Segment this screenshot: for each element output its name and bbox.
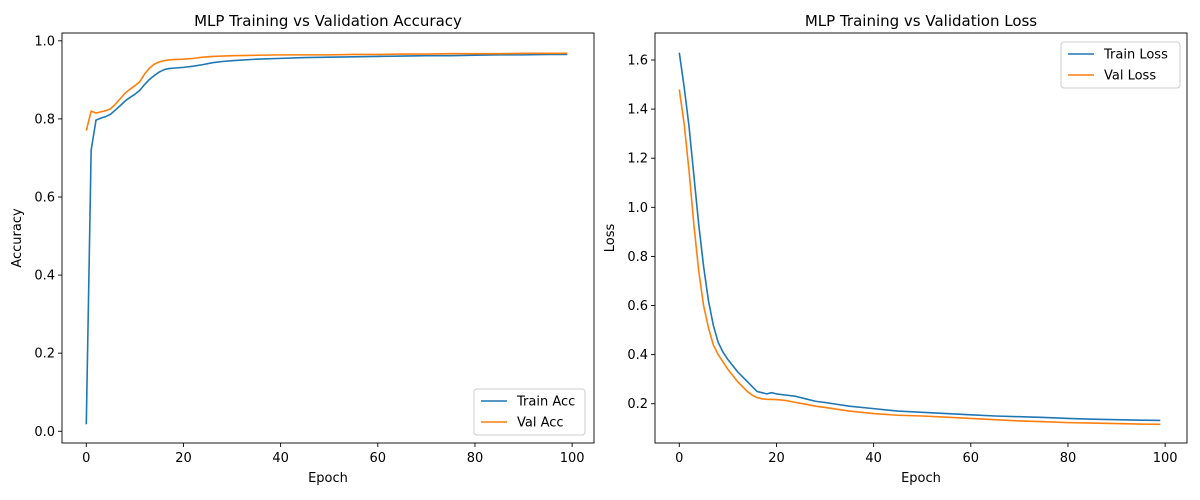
- axes-frame: [654, 32, 1188, 444]
- legend-entry: Val Acc: [517, 416, 564, 431]
- x-tick-label: 20: [768, 451, 785, 466]
- x-tick-label: 20: [175, 451, 192, 466]
- legend-entry: Val Loss: [1104, 69, 1156, 84]
- chart-panel-0: MLP Training vs Validation Accuracy 0 20 40…: [10, 12, 595, 486]
- series-line-val: [85, 52, 568, 131]
- x-tick-label: 60: [370, 451, 387, 466]
- y-tick-label: 1.2: [627, 152, 648, 167]
- x-tick-label: 40: [865, 451, 882, 466]
- y-tick-label: 1.6: [627, 54, 648, 69]
- y-tick-label: 0.4: [34, 269, 55, 284]
- y-tick-label: 1.0: [627, 201, 648, 216]
- legend: Train Acc Val Acc: [473, 388, 586, 436]
- y-tick-label: 0.2: [34, 347, 55, 362]
- series-line-train: [85, 53, 568, 425]
- series-line-train: [678, 52, 1161, 422]
- y-tick-label: 1.0: [34, 34, 55, 49]
- x-axis-label: Epoch: [901, 471, 941, 486]
- x-axis-label: Epoch: [308, 471, 348, 486]
- x-tick-label: 0: [675, 451, 683, 466]
- y-tick-label: 1.4: [627, 103, 648, 118]
- y-axis-label: Accuracy: [10, 208, 25, 268]
- axes-frame: [61, 32, 595, 444]
- y-tick-label: 0.0: [34, 425, 55, 440]
- y-tick-label: 0.6: [34, 191, 55, 206]
- x-tick-label: 100: [560, 451, 585, 466]
- x-tick-label: 100: [1153, 451, 1178, 466]
- y-axis-label: Loss: [603, 224, 618, 253]
- y-tick-label: 0.8: [34, 112, 55, 127]
- y-tick-label: 0.8: [627, 250, 648, 265]
- y-tick-label: 0.4: [627, 348, 648, 363]
- x-tick-label: 60: [963, 451, 980, 466]
- x-tick-label: 80: [1060, 451, 1077, 466]
- x-tick-label: 0: [82, 451, 90, 466]
- series-line-val: [678, 89, 1161, 426]
- legend: Train Loss Val Loss: [1060, 41, 1181, 89]
- legend-entry: Train Loss: [1103, 48, 1168, 63]
- chart-title: MLP Training vs Validation Accuracy: [194, 12, 462, 30]
- legend-entry: Train Acc: [516, 395, 575, 410]
- x-tick-label: 80: [467, 451, 484, 466]
- chart-title: MLP Training vs Validation Loss: [805, 12, 1037, 30]
- y-tick-label: 0.2: [627, 397, 648, 412]
- chart-panel-1: MLP Training vs Validation Loss 0 20 40 60 80…: [603, 12, 1188, 486]
- y-tick-label: 0.6: [627, 299, 648, 314]
- x-tick-label: 40: [272, 451, 289, 466]
